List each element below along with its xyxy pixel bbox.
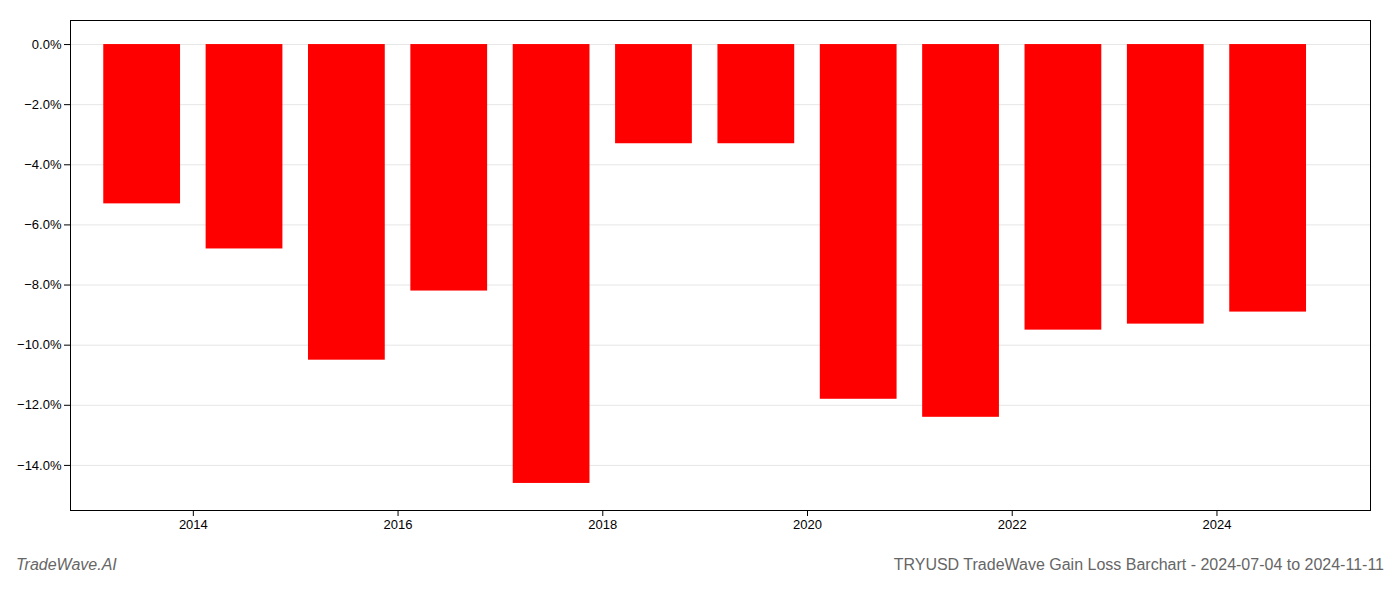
svg-text:2014: 2014 xyxy=(179,517,208,532)
svg-text:2020: 2020 xyxy=(793,517,822,532)
svg-text:−12.0%: −12.0% xyxy=(17,397,62,412)
svg-text:2022: 2022 xyxy=(998,517,1027,532)
svg-text:−6.0%: −6.0% xyxy=(24,217,62,232)
html-text:TRYUSD TradeWave Gain Loss Bar: TRYUSD TradeWave Gain Loss Barchart - 20… xyxy=(893,556,1384,573)
svg-text:−2.0%: −2.0% xyxy=(24,97,62,112)
svg-text:2016: 2016 xyxy=(384,517,413,532)
svg-text:0.0%: 0.0% xyxy=(32,37,62,52)
svg-text:−8.0%: −8.0% xyxy=(24,277,62,292)
svg-text:2024: 2024 xyxy=(1202,517,1231,532)
svg-text:−4.0%: −4.0% xyxy=(24,157,62,172)
svg-text:−14.0%: −14.0% xyxy=(17,458,62,473)
svg-text:2018: 2018 xyxy=(588,517,617,532)
svg-text:−10.0%: −10.0% xyxy=(17,337,62,352)
html-text:TradeWave.AI: TradeWave.AI xyxy=(16,556,117,573)
